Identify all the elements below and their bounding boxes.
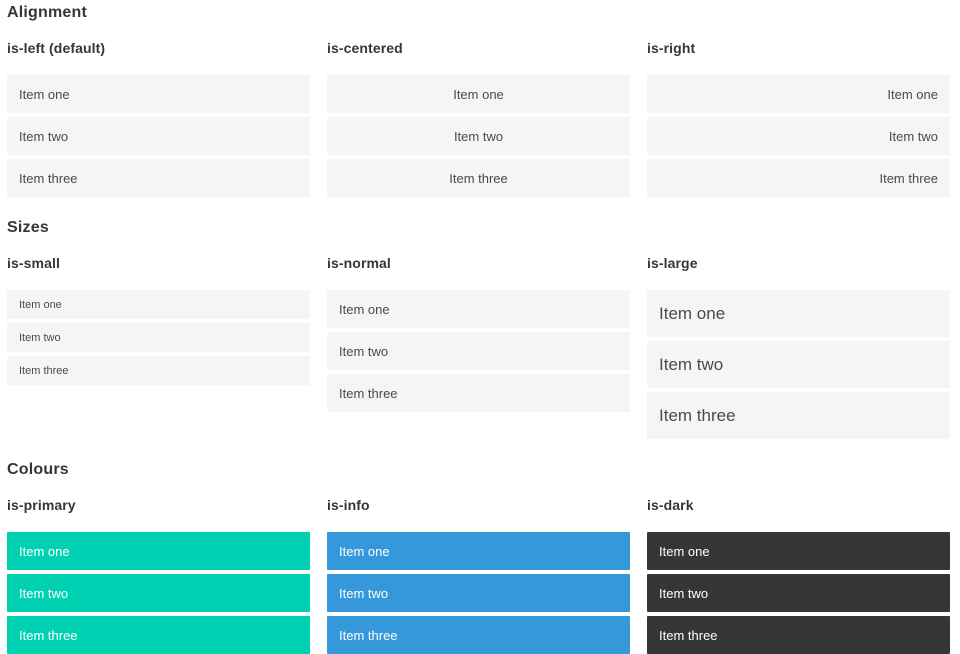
list-item[interactable]: Item three bbox=[647, 392, 950, 439]
item-list-left: Item one Item two Item three bbox=[7, 75, 310, 197]
list-item[interactable]: Item three bbox=[327, 374, 630, 412]
section-title: Sizes bbox=[7, 219, 49, 236]
column-subtitle: is-left (default) bbox=[7, 40, 106, 56]
item-list-primary: Item one Item two Item three bbox=[7, 532, 310, 654]
column-subtitle: is-dark bbox=[647, 497, 694, 513]
colours-columns: is-primary Item one Item two Item three … bbox=[7, 497, 950, 654]
alignment-columns: is-left (default) Item one Item two Item… bbox=[7, 40, 950, 197]
list-item[interactable]: Item two bbox=[327, 574, 630, 612]
column-subtitle: is-right bbox=[647, 40, 696, 56]
section-title: Alignment bbox=[7, 4, 88, 21]
list-item[interactable]: Item two bbox=[647, 341, 950, 388]
column-subtitle: is-primary bbox=[7, 497, 76, 513]
list-item[interactable]: Item one bbox=[647, 290, 950, 337]
item-list-right: Item one Item two Item three bbox=[647, 75, 950, 197]
section-colours: Colours is-primary Item one Item two Ite… bbox=[7, 461, 950, 654]
item-list-dark: Item one Item two Item three bbox=[647, 532, 950, 654]
list-item[interactable]: Item two bbox=[7, 323, 310, 352]
item-list-large: Item one Item two Item three bbox=[647, 290, 950, 439]
column-subtitle: is-small bbox=[7, 255, 60, 271]
item-list-centered: Item one Item two Item three bbox=[327, 75, 630, 197]
item-list-normal: Item one Item two Item three bbox=[327, 290, 630, 412]
list-item[interactable]: Item three bbox=[7, 356, 310, 385]
column-is-dark: is-dark Item one Item two Item three bbox=[647, 497, 950, 654]
column-is-info: is-info Item one Item two Item three bbox=[327, 497, 630, 654]
list-item[interactable]: Item three bbox=[327, 616, 630, 654]
sizes-columns: is-small Item one Item two Item three is… bbox=[7, 255, 950, 439]
column-is-normal: is-normal Item one Item two Item three bbox=[327, 255, 630, 439]
column-is-large: is-large Item one Item two Item three bbox=[647, 255, 950, 439]
item-list-info: Item one Item two Item three bbox=[327, 532, 630, 654]
list-item[interactable]: Item one bbox=[327, 75, 630, 113]
list-item[interactable]: Item two bbox=[647, 117, 950, 155]
section-title: Colours bbox=[7, 461, 69, 478]
list-item[interactable]: Item three bbox=[7, 159, 310, 197]
list-item[interactable]: Item one bbox=[647, 532, 950, 570]
column-is-small: is-small Item one Item two Item three bbox=[7, 255, 310, 439]
column-subtitle: is-large bbox=[647, 255, 698, 271]
list-item[interactable]: Item one bbox=[7, 532, 310, 570]
list-item[interactable]: Item three bbox=[7, 616, 310, 654]
section-alignment: Alignment is-left (default) Item one Ite… bbox=[7, 4, 950, 197]
list-item[interactable]: Item three bbox=[327, 159, 630, 197]
list-item[interactable]: Item two bbox=[647, 574, 950, 612]
list-item[interactable]: Item three bbox=[647, 616, 950, 654]
column-is-left: is-left (default) Item one Item two Item… bbox=[7, 40, 310, 197]
list-item[interactable]: Item two bbox=[327, 332, 630, 370]
list-item[interactable]: Item one bbox=[7, 75, 310, 113]
item-list-small: Item one Item two Item three bbox=[7, 290, 310, 385]
list-item[interactable]: Item one bbox=[7, 290, 310, 319]
column-is-centered: is-centered Item one Item two Item three bbox=[327, 40, 630, 197]
list-item[interactable]: Item one bbox=[327, 290, 630, 328]
list-item[interactable]: Item one bbox=[327, 532, 630, 570]
column-is-primary: is-primary Item one Item two Item three bbox=[7, 497, 310, 654]
section-sizes: Sizes is-small Item one Item two Item th… bbox=[7, 219, 950, 439]
list-item[interactable]: Item three bbox=[647, 159, 950, 197]
list-item[interactable]: Item two bbox=[7, 117, 310, 155]
list-item[interactable]: Item two bbox=[7, 574, 310, 612]
column-is-right: is-right Item one Item two Item three bbox=[647, 40, 950, 197]
list-item[interactable]: Item two bbox=[327, 117, 630, 155]
list-item[interactable]: Item one bbox=[647, 75, 950, 113]
column-subtitle: is-centered bbox=[327, 40, 403, 56]
column-subtitle: is-normal bbox=[327, 255, 391, 271]
column-subtitle: is-info bbox=[327, 497, 370, 513]
